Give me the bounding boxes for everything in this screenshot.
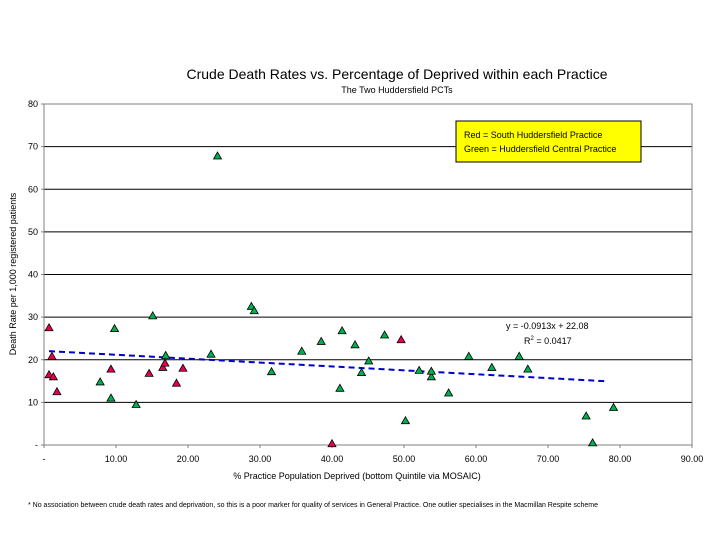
y-tick-label: 60 [28,184,38,194]
data-point [400,415,411,425]
data-point [335,383,345,392]
legend-line-central: Green = Huddersfield Central Practice [464,144,616,154]
r2-value: = 0.0417 [534,336,572,346]
data-point [148,311,158,320]
chart-title: Crude Death Rates vs. Percentage of Depr… [187,66,608,82]
data-point [356,367,367,376]
data-point [160,358,170,367]
data-point [48,371,59,381]
data-point [327,438,337,448]
data-point [297,346,307,355]
x-tick-label: 30.00 [249,454,272,464]
y-tick-label: 80 [28,99,38,109]
data-point [364,356,374,365]
data-point [396,334,406,344]
data-point [52,386,62,396]
x-axis-label: % Practice Population Deprived (bottom Q… [233,471,481,481]
data-point [464,351,474,360]
data-point [44,322,54,332]
data-point [106,393,116,402]
x-tick-label: 40.00 [321,454,344,464]
data-points [44,151,619,448]
x-tick-label: 70.00 [537,454,560,464]
legend-box [455,120,642,163]
data-point [178,363,188,372]
y-tick-label: 30 [28,312,38,322]
data-point [44,369,54,379]
r2-prefix: R [524,336,531,346]
footnote: * No association between crude death rat… [28,502,598,509]
x-tick-label: - [43,454,46,464]
data-point [426,371,437,381]
data-point [426,366,437,375]
y-tick-label: 40 [28,270,38,280]
data-point [514,351,524,360]
data-point [487,362,497,371]
legend: Red = South Huddersfield Practice Green … [455,120,642,163]
y-tick-label: 70 [28,142,38,152]
data-point [443,388,454,397]
r2-superscript: 2 [531,336,535,342]
y-axis-ticks: - 10 20 30 40 50 60 70 80 [28,99,44,450]
x-tick-label: 50.00 [393,454,416,464]
y-tick-label: 10 [28,397,38,407]
x-tick-label: 20.00 [177,454,200,464]
y-tick-label: 50 [28,227,38,237]
data-point [144,368,154,377]
y-tick-label: 20 [28,355,38,365]
data-point [106,364,116,373]
data-point [337,325,347,335]
trendline-equation: y = -0.0913x + 22.08 [506,321,589,331]
data-point [158,362,168,371]
data-point [608,402,619,411]
data-point [414,365,424,374]
data-point [379,330,390,339]
y-axis-label: Death Rate per 1,000 registered patients [8,192,18,355]
data-point [212,151,223,160]
x-axis-ticks: - 10.00 20.00 30.00 40.00 50.00 60.00 70.00 80.0… [43,445,704,464]
data-point [350,340,360,349]
data-point [109,323,120,333]
legend-line-south: Red = South Huddersfield Practice [464,130,602,140]
data-point [206,349,216,358]
data-point [160,350,171,359]
trendline-group [48,350,606,383]
x-tick-label: 60.00 [465,454,488,464]
y-tick-label: - [35,440,38,450]
x-tick-label: 80.00 [609,454,632,464]
trendline [48,350,606,383]
data-point [131,399,141,408]
data-point [316,336,326,345]
data-point [587,438,598,447]
trendline-r-squared: R2 = 0.0417 [524,336,572,346]
chart-subtitle: The Two Huddersfield PCTs [341,85,453,95]
trendline-annotation: y = -0.0913x + 22.08 R2 = 0.0417 [506,321,589,346]
data-point [266,366,277,376]
data-point [249,305,259,315]
data-point [95,377,105,386]
data-point [523,364,533,373]
data-point [47,351,57,360]
data-point [171,378,182,387]
x-tick-label: 10.00 [105,454,128,464]
x-tick-label: 90.00 [681,454,704,464]
data-point [581,411,591,420]
